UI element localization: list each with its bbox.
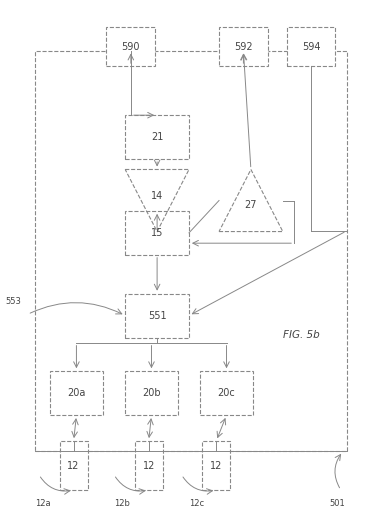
FancyBboxPatch shape (200, 371, 253, 415)
Text: 12: 12 (67, 461, 80, 471)
Text: 12: 12 (210, 461, 222, 471)
FancyBboxPatch shape (202, 441, 230, 490)
Text: 594: 594 (302, 42, 320, 51)
FancyBboxPatch shape (125, 115, 189, 159)
FancyBboxPatch shape (107, 27, 155, 66)
FancyBboxPatch shape (287, 27, 335, 66)
Text: 553: 553 (5, 297, 21, 306)
Text: 20b: 20b (142, 388, 161, 398)
Text: 15: 15 (151, 228, 163, 238)
FancyBboxPatch shape (60, 441, 88, 490)
FancyBboxPatch shape (135, 441, 163, 490)
Text: 501: 501 (330, 499, 345, 508)
Text: 20a: 20a (67, 388, 86, 398)
Text: 21: 21 (151, 132, 163, 142)
Text: 12: 12 (143, 461, 155, 471)
Text: 12c: 12c (189, 499, 204, 508)
Text: 592: 592 (234, 42, 253, 51)
Text: FIG. 5b: FIG. 5b (283, 330, 320, 340)
FancyBboxPatch shape (219, 27, 268, 66)
Text: 590: 590 (122, 42, 140, 51)
Text: 14: 14 (151, 191, 163, 201)
Text: 27: 27 (245, 200, 257, 210)
FancyBboxPatch shape (125, 371, 178, 415)
FancyBboxPatch shape (125, 294, 189, 337)
Text: 20c: 20c (218, 388, 235, 398)
FancyBboxPatch shape (50, 371, 103, 415)
Text: 551: 551 (148, 310, 166, 321)
Text: 12a: 12a (35, 499, 51, 508)
FancyBboxPatch shape (125, 211, 189, 255)
Text: 12b: 12b (114, 499, 130, 508)
